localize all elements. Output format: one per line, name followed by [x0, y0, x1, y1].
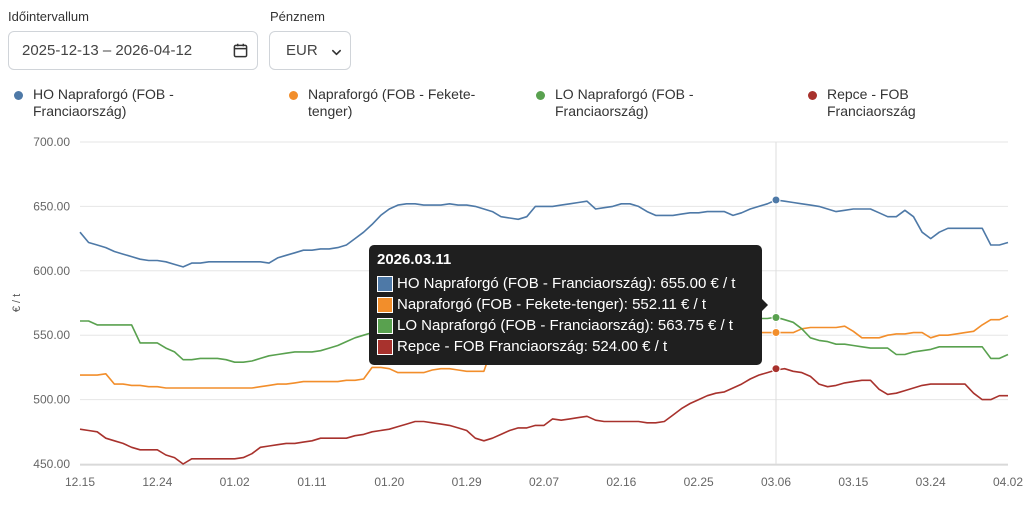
- x-tick-label: 02.07: [529, 475, 559, 489]
- chart-tooltip: 2026.03.11 HO Napraforgó (FOB - Franciao…: [369, 245, 768, 365]
- date-range-label: Időintervallum: [8, 9, 89, 24]
- highlight-point-1: [771, 327, 781, 337]
- legend-repce-label-2: Franciaország: [827, 103, 916, 119]
- y-tick-label: 700.00: [33, 135, 70, 149]
- legend-lo-dot: [536, 91, 545, 100]
- legend-item-fekete-tenger[interactable]: Napraforgó (FOB - Fekete-tenger): [289, 86, 475, 120]
- x-tick-label: 01.11: [297, 475, 326, 489]
- tooltip-swatch-repce: [377, 338, 393, 355]
- calendar-icon[interactable]: [233, 43, 248, 58]
- y-tick-label: 550.00: [33, 328, 70, 342]
- x-tick-label: 12.24: [142, 475, 172, 489]
- x-tick-label: 02.25: [684, 475, 714, 489]
- x-tick-label: 04.02: [993, 475, 1023, 489]
- tooltip-date: 2026.03.11: [377, 251, 452, 268]
- legend-ho-label-2: Franciaország): [33, 103, 127, 119]
- legend-item-lo[interactable]: LO Napraforgó (FOB - Franciaország): [536, 86, 694, 120]
- tooltip-row-fekete-tenger: Napraforgó (FOB - Fekete-tenger): 552.11…: [377, 294, 754, 315]
- x-tick-label: 03.24: [916, 475, 946, 489]
- x-tick-label: 03.06: [761, 475, 791, 489]
- y-tick-label: 500.00: [33, 393, 70, 407]
- x-tick-label: 02.16: [606, 475, 636, 489]
- tooltip-row-ho: HO Napraforgó (FOB - Franciaország): 655…: [377, 273, 754, 294]
- legend-ho-label-1: HO Napraforgó (FOB -: [33, 86, 174, 102]
- legend-fekete-tenger-dot: [289, 91, 298, 100]
- x-tick-label: 01.20: [374, 475, 404, 489]
- highlight-point-0: [771, 195, 781, 205]
- tooltip-text-ho: HO Napraforgó (FOB - Franciaország): 655…: [397, 275, 736, 292]
- tooltip-swatch-lo: [377, 317, 393, 334]
- legend-ho-dot: [14, 91, 23, 100]
- y-tick-label: 600.00: [33, 264, 70, 278]
- y-tick-label: 450.00: [33, 457, 70, 471]
- legend-item-ho[interactable]: HO Napraforgó (FOB - Franciaország): [14, 86, 174, 120]
- tooltip-swatch-fekete-tenger: [377, 296, 393, 313]
- legend-fekete-tenger-label-1: Napraforgó (FOB - Fekete-: [308, 86, 476, 102]
- legend-repce-dot: [808, 91, 817, 100]
- currency-label: Pénznem: [270, 9, 325, 24]
- currency-select[interactable]: EUR: [269, 31, 351, 70]
- highlight-point-2: [771, 312, 781, 322]
- y-axis-title: € / t: [11, 294, 23, 312]
- x-tick-label: 03.15: [838, 475, 868, 489]
- x-tick-label: 12.15: [65, 475, 95, 489]
- tooltip-text-lo: LO Napraforgó (FOB - Franciaország): 563…: [397, 317, 733, 334]
- series-line-3[interactable]: [79, 367, 1008, 465]
- tooltip-swatch-ho: [377, 275, 393, 292]
- legend-repce-label-1: Repce - FOB: [827, 86, 909, 102]
- y-tick-label: 650.00: [33, 199, 70, 213]
- tooltip-arrow: [762, 299, 768, 311]
- legend-lo-label-1: LO Napraforgó (FOB -: [555, 86, 694, 102]
- tooltip-row-lo: LO Napraforgó (FOB - Franciaország): 563…: [377, 315, 754, 336]
- date-range-value: 2025-12-13 – 2026-04-12: [22, 42, 193, 59]
- series-line-0[interactable]: [79, 199, 1009, 268]
- highlight-point-3: [771, 364, 781, 374]
- legend-item-repce[interactable]: Repce - FOB Franciaország: [808, 86, 916, 120]
- legend-lo-label-2: Franciaország): [555, 103, 649, 119]
- tooltip-text-repce: Repce - FOB Franciaország: 524.00 € / t: [397, 338, 668, 355]
- date-range-input[interactable]: 2025-12-13 – 2026-04-12: [8, 31, 258, 70]
- x-tick-label: 01.29: [452, 475, 482, 489]
- chevron-down-icon: [331, 45, 342, 62]
- tooltip-row-repce: Repce - FOB Franciaország: 524.00 € / t: [377, 336, 754, 357]
- tooltip-text-fekete-tenger: Napraforgó (FOB - Fekete-tenger): 552.11…: [397, 296, 707, 313]
- x-tick-label: 01.02: [220, 475, 250, 489]
- currency-value: EUR: [286, 42, 318, 59]
- legend-fekete-tenger-label-2: tenger): [308, 103, 353, 119]
